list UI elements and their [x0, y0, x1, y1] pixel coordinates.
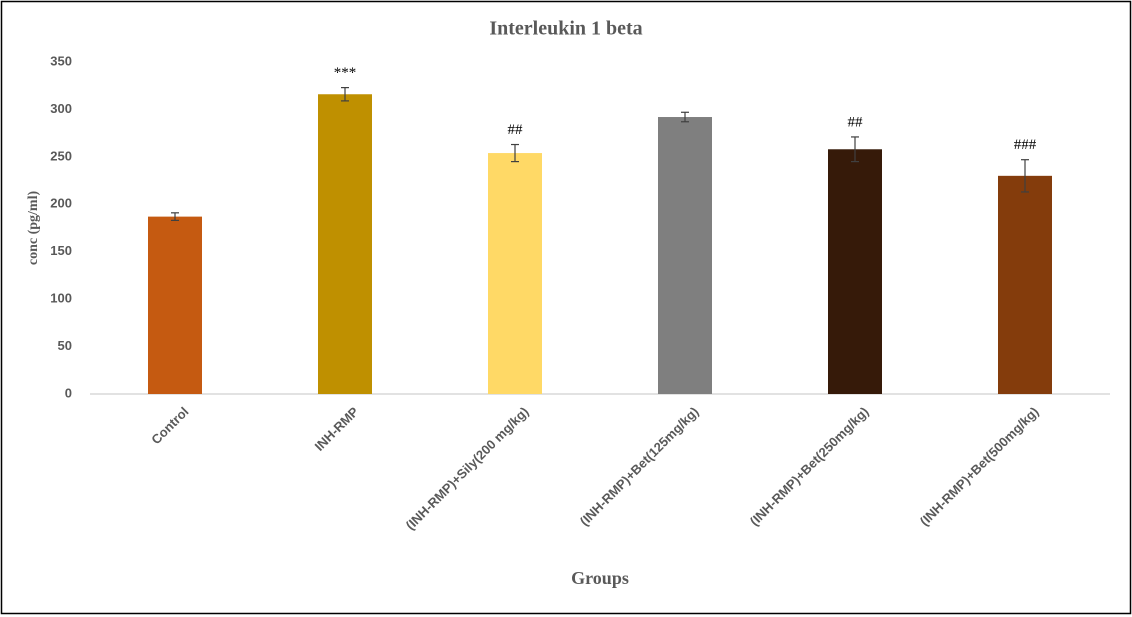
bar — [658, 117, 712, 394]
error-bar — [1021, 159, 1029, 193]
significance-label: ### — [1014, 137, 1037, 153]
error-bar — [171, 212, 179, 222]
error-bar — [341, 87, 349, 102]
significance-label: *** — [334, 65, 357, 81]
y-tick-label: 0 — [65, 385, 72, 400]
bar — [318, 94, 372, 394]
x-axis-label: Groups — [571, 568, 629, 588]
y-tick-label: 250 — [50, 148, 72, 163]
error-bar — [851, 136, 859, 163]
y-tick-label: 300 — [50, 101, 72, 116]
significance-label: ## — [508, 122, 524, 138]
y-tick-label: 100 — [50, 291, 72, 306]
significance-label: ## — [848, 114, 864, 130]
y-tick-label: 350 — [50, 53, 72, 68]
bar — [828, 149, 882, 394]
y-tick-label: 150 — [50, 243, 72, 258]
bar — [998, 175, 1052, 394]
y-tick-label: 200 — [50, 196, 72, 211]
bar — [488, 153, 542, 394]
y-tick-label: 50 — [58, 338, 72, 353]
bar — [148, 216, 202, 394]
chart-title: Interleukin 1 beta — [489, 18, 642, 40]
error-bar — [681, 111, 689, 123]
y-axis-label: conc (pg/ml) — [26, 191, 41, 266]
error-bar — [511, 143, 519, 163]
